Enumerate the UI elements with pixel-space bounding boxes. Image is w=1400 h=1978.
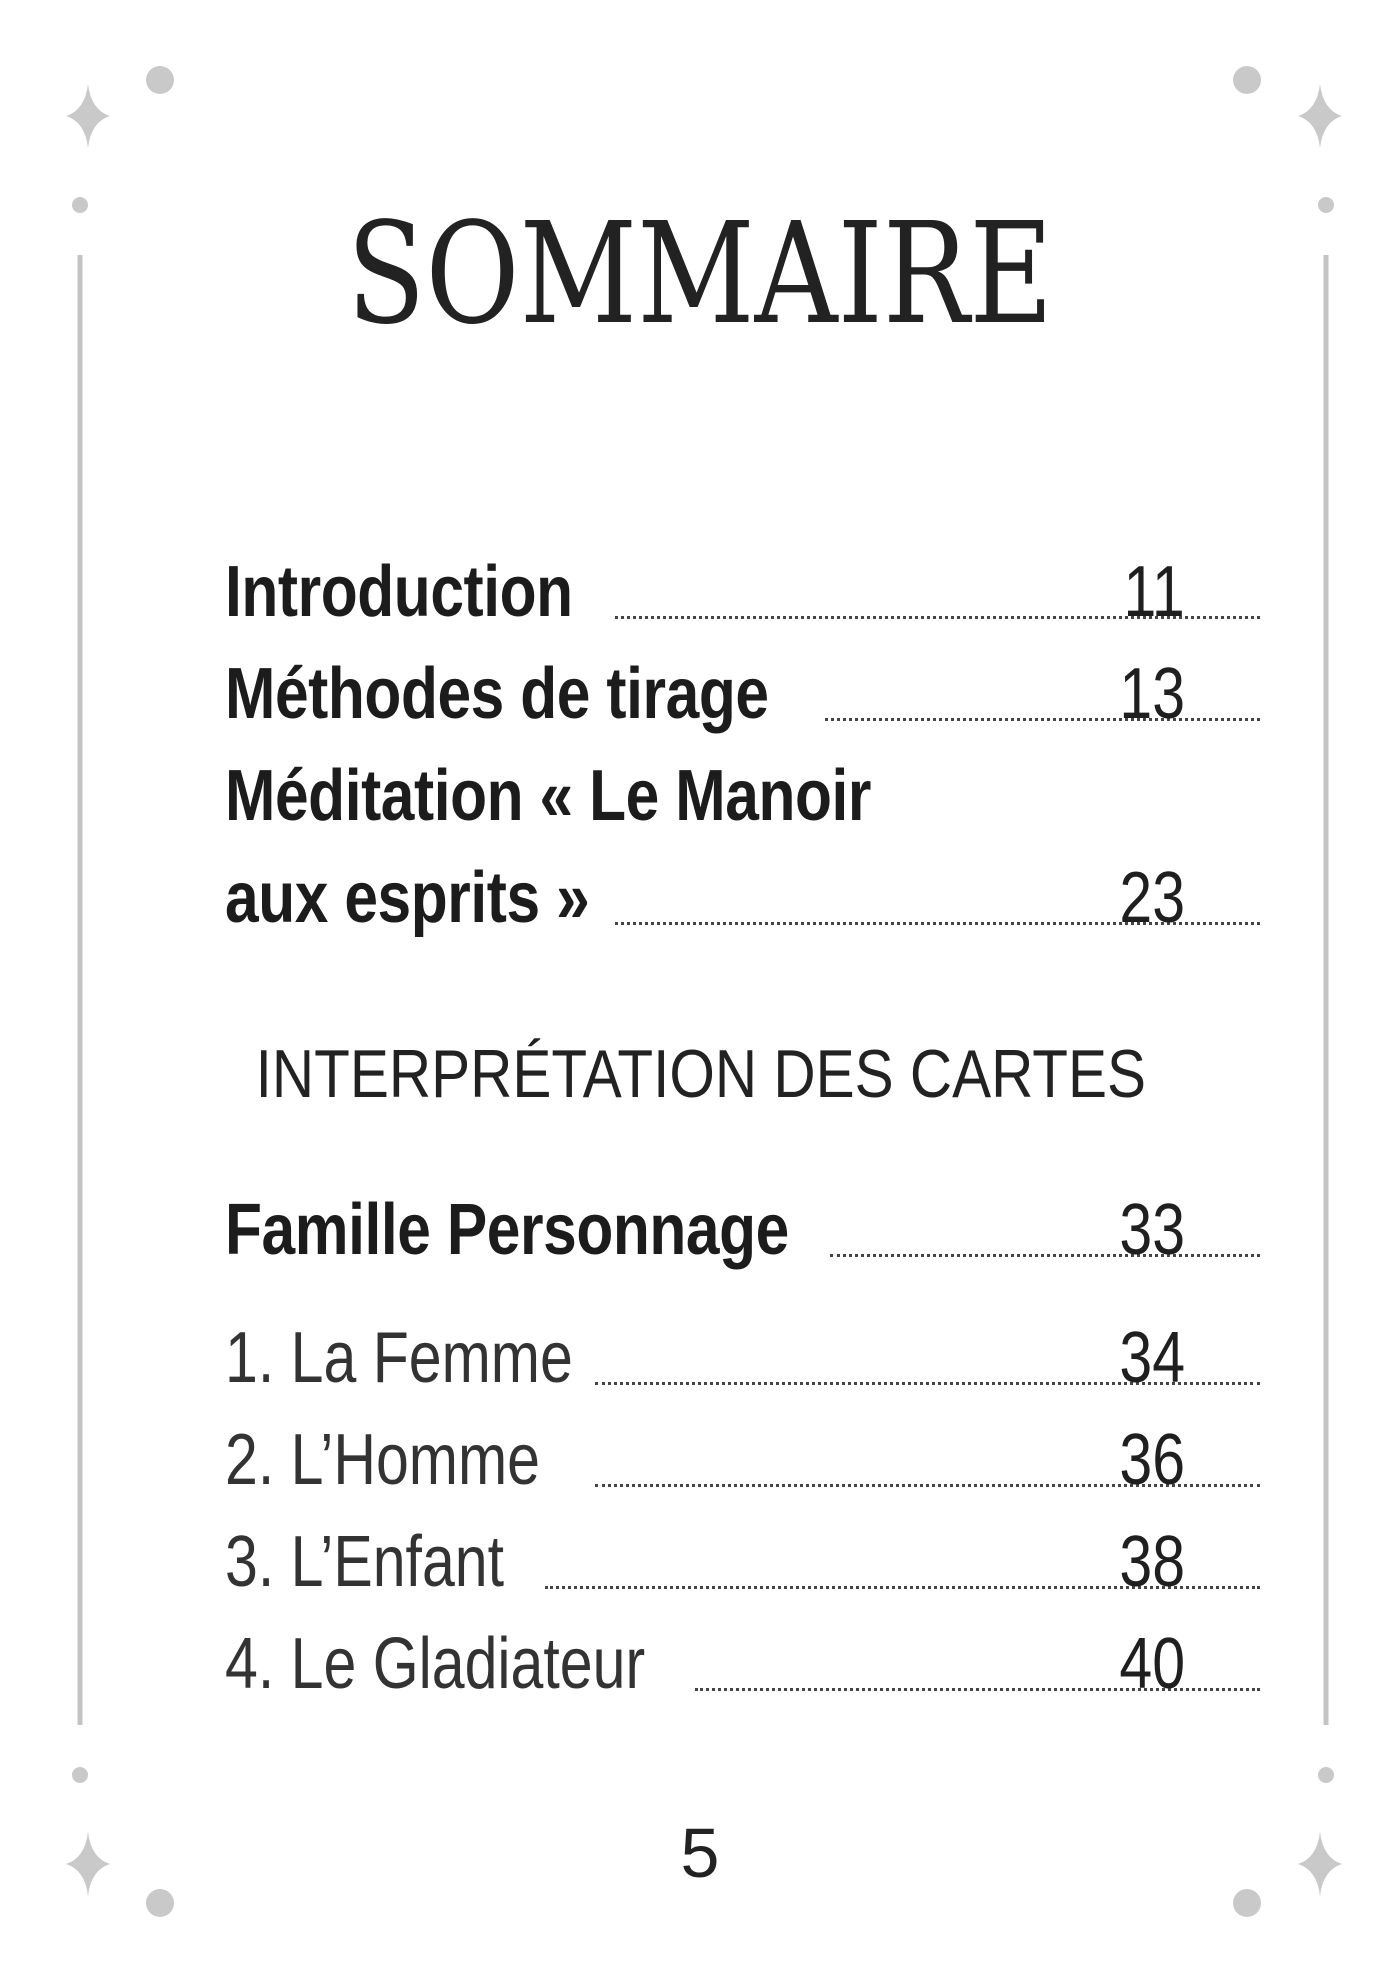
toc-entry-famille[interactable]: Famille Personnage 33 <box>225 1190 1260 1270</box>
toc-page-number: 23 <box>1119 858 1185 938</box>
dot-icon <box>146 1889 174 1917</box>
toc-entry-label: aux esprits » <box>225 858 590 938</box>
toc-entry-card[interactable]: 3. L’Enfant 38 <box>225 1522 1260 1602</box>
dot-icon <box>1318 1767 1334 1783</box>
toc-entry-card[interactable]: 2. L’Homme 36 <box>225 1420 1260 1500</box>
toc-page-number: 13 <box>1119 654 1185 734</box>
toc-entry-meditation[interactable]: Méditation « Le Manoir <box>225 760 1185 832</box>
toc-entry-label: 4. Le Gladiateur <box>225 1624 646 1704</box>
sparkle-icon <box>66 84 110 148</box>
dot-leader <box>830 1254 1260 1257</box>
dot-icon <box>146 66 174 94</box>
dot-leader <box>615 922 1260 925</box>
dot-icon <box>1233 66 1261 94</box>
toc-entry-introduction[interactable]: Introduction 11 <box>225 552 1260 632</box>
toc-entry-label: 1. La Femme <box>225 1318 573 1398</box>
dot-icon <box>72 1767 88 1783</box>
dot-leader <box>615 616 1260 619</box>
toc-page-number: 34 <box>1119 1318 1185 1398</box>
toc-page-number: 38 <box>1119 1522 1185 1602</box>
toc-entry-label: Méditation « Le Manoir <box>225 756 871 836</box>
dot-leader <box>595 1382 1260 1385</box>
dot-icon <box>72 197 88 213</box>
dot-leader <box>595 1484 1260 1487</box>
toc-entry-methodes[interactable]: Méthodes de tirage 13 <box>225 654 1260 734</box>
toc-entry-card[interactable]: 4. Le Gladiateur 40 <box>225 1624 1260 1704</box>
toc-entry-meditation-cont[interactable]: aux esprits » 23 <box>225 858 1260 938</box>
toc-entry-label: 3. L’Enfant <box>225 1522 505 1602</box>
page-number: 5 <box>680 1814 720 1892</box>
toc-entry-label: Méthodes de tirage <box>225 654 769 734</box>
toc-page-number: 33 <box>1119 1190 1185 1270</box>
dot-leader <box>825 718 1260 721</box>
toc-page-number: 40 <box>1119 1624 1185 1704</box>
toc-page-number: 36 <box>1119 1420 1185 1500</box>
toc-entry-label: Introduction <box>225 552 573 632</box>
toc-page-number: 11 <box>1123 552 1185 632</box>
dot-icon <box>1233 1889 1261 1917</box>
sparkle-icon <box>66 1832 110 1896</box>
dot-icon <box>1318 197 1334 213</box>
page-title: SOMMAIRE <box>346 193 1054 356</box>
toc-entry-label: 2. L’Homme <box>225 1420 541 1500</box>
toc-entry-label: Famille Personnage <box>225 1190 789 1270</box>
section-heading: INTERPRÉTATION DES CARTES <box>255 1036 1146 1112</box>
sparkle-icon <box>1298 1832 1342 1896</box>
toc-entry-card[interactable]: 1. La Femme 34 <box>225 1318 1260 1398</box>
dot-leader <box>695 1688 1260 1691</box>
sparkle-icon <box>1298 84 1342 148</box>
dot-leader <box>545 1586 1260 1589</box>
